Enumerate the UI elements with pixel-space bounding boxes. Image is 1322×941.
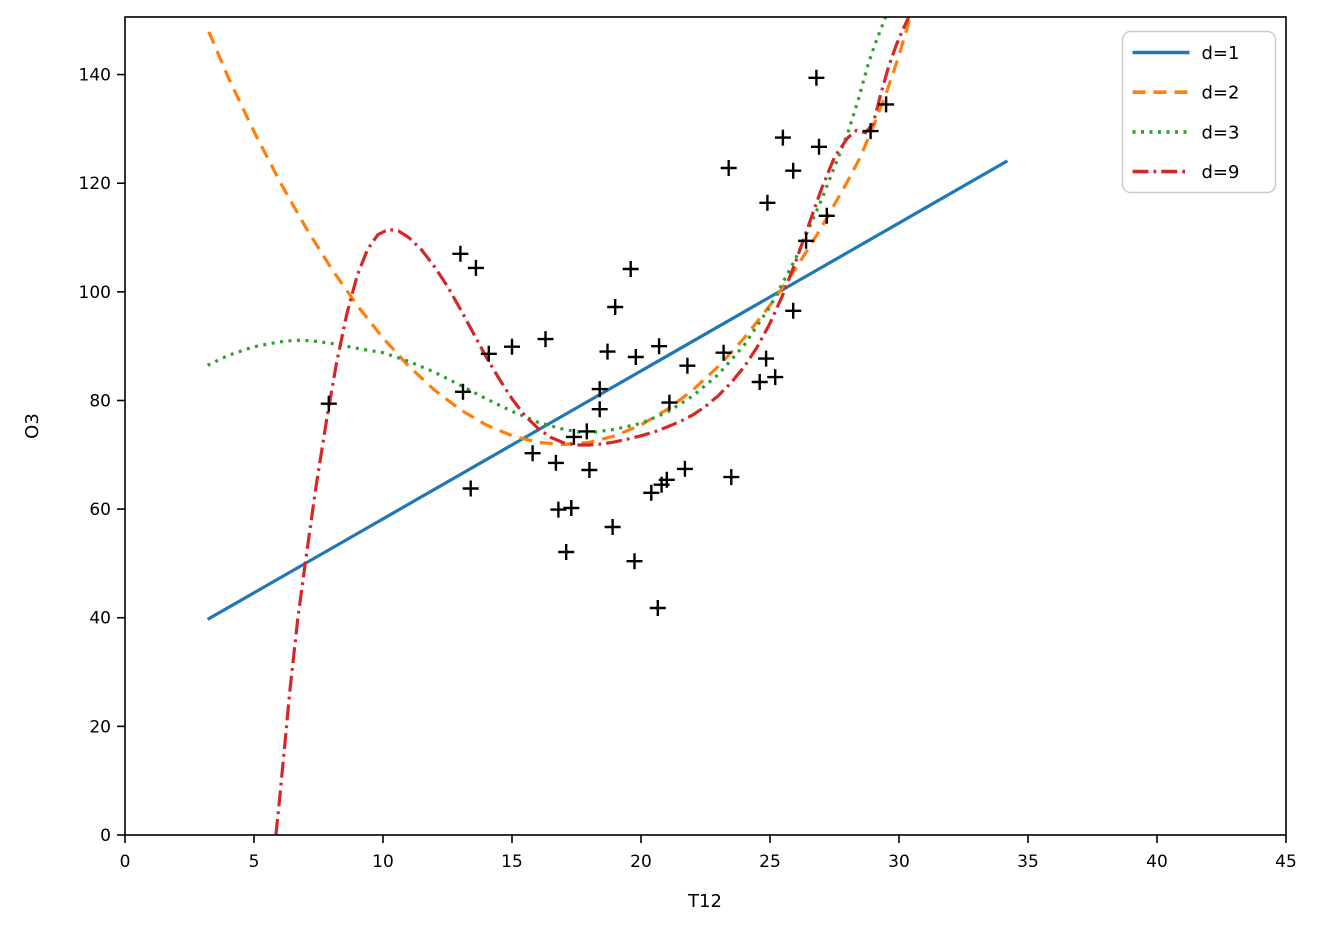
- scatter-point: [676, 460, 693, 477]
- axes-layer: 0 5 10 15 20 25 30 35 40 45 0 20 40 60 80 100 120 140: [79, 16, 1297, 872]
- scatter-point: [774, 129, 791, 146]
- scatter-point: [651, 338, 668, 355]
- scatter-point: [627, 349, 644, 365]
- scatter-point: [504, 338, 520, 355]
- x-tick-label: 35: [1017, 852, 1039, 872]
- x-tick-label: 10: [372, 852, 394, 872]
- scatter-point: [643, 484, 660, 501]
- scatter-point: [524, 445, 541, 462]
- x-tick-label: 45: [1275, 852, 1297, 872]
- scatter-point: [785, 162, 802, 179]
- scatter-point: [661, 394, 678, 411]
- scatter-point: [818, 207, 835, 224]
- scatter-point: [658, 471, 675, 488]
- x-tick-label: 0: [120, 852, 131, 872]
- x-tick-label: 20: [630, 852, 652, 872]
- x-tick-label: 5: [249, 852, 260, 872]
- scatter-point: [751, 374, 768, 390]
- scatter-point: [649, 600, 666, 616]
- y-tick-label: 120: [79, 174, 111, 194]
- scatter-point: [581, 462, 598, 478]
- scatter-point: [759, 194, 776, 211]
- x-tick-label: 25: [759, 852, 781, 872]
- scatter-layer: [320, 69, 895, 616]
- scatter-point: [462, 480, 479, 497]
- legend-box: [1121, 30, 1277, 194]
- legend-label: d=9: [1202, 162, 1240, 183]
- y-tick-label: 20: [89, 717, 111, 737]
- scatter-point: [578, 423, 595, 440]
- legend-item: d=9: [1132, 162, 1240, 183]
- legend: d=1 d=2 d=3 d=9: [1121, 30, 1277, 194]
- y-tick-label: 100: [79, 283, 111, 303]
- scatter-point: [455, 383, 471, 400]
- scatter-point: [558, 544, 575, 560]
- x-axis-label: T12: [687, 891, 722, 912]
- plot-border: [124, 16, 1287, 836]
- scatter-point: [767, 369, 784, 386]
- scatter-point: [565, 428, 582, 445]
- x-tick-label: 40: [1146, 852, 1168, 872]
- scatter-point: [723, 469, 740, 486]
- y-tick-label: 40: [89, 609, 111, 629]
- y-tick-label: 140: [79, 66, 111, 86]
- legend-item: d=1: [1132, 43, 1240, 64]
- scatter-point: [808, 69, 825, 86]
- scatter-point: [591, 401, 608, 418]
- legend-label: d=1: [1202, 43, 1240, 64]
- scatter-point: [547, 454, 564, 471]
- scatter-point: [599, 343, 616, 360]
- scatter-point: [591, 381, 608, 398]
- curve-d9: [274, 17, 911, 836]
- curve-d2: [207, 17, 912, 447]
- scatter-point: [622, 261, 639, 277]
- scatter-point: [862, 123, 879, 140]
- scatter-point: [679, 357, 696, 374]
- scatter-point: [320, 395, 337, 412]
- curve-d3: [206, 17, 888, 434]
- y-tick-label: 60: [89, 500, 111, 520]
- scatter-point: [785, 302, 802, 319]
- y-tick-label: 80: [89, 391, 111, 411]
- y-tick-label: 0: [100, 826, 111, 846]
- scatter-point: [878, 96, 895, 113]
- legend-label: d=3: [1202, 122, 1240, 143]
- scatter-point: [563, 500, 580, 516]
- scatter-point: [604, 519, 621, 535]
- scatter-point: [798, 232, 815, 249]
- x-tick-label: 15: [501, 852, 523, 872]
- legend-item: d=3: [1132, 122, 1240, 143]
- scatter-point: [720, 160, 737, 176]
- scatter-point: [811, 138, 827, 155]
- legend-label: d=2: [1202, 83, 1240, 104]
- x-tick-label: 30: [888, 852, 910, 872]
- scatter-point: [758, 350, 775, 367]
- scatter-point: [467, 259, 484, 276]
- scatter-point: [715, 344, 732, 361]
- scatter-point: [550, 501, 567, 518]
- scatter-point: [607, 299, 624, 315]
- scatter-point: [480, 345, 497, 362]
- scatter-point: [537, 331, 554, 348]
- scatter-point: [626, 553, 643, 570]
- scatter-point: [452, 245, 469, 262]
- legend-item: d=2: [1132, 83, 1240, 104]
- y-axis-label: O3: [22, 413, 43, 439]
